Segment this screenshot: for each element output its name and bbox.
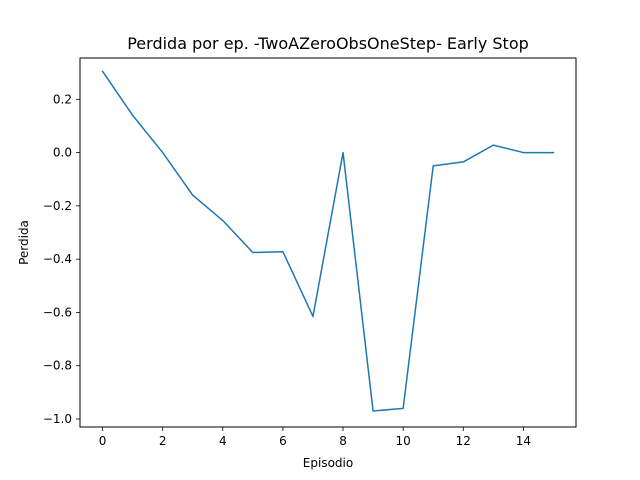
x-axis-label: Episodio [303,456,353,470]
plot-area: 0 2 4 6 8 10 12 14 0.2 0.0 −0.2 −0.4 −0.6 −0.8 −1.0 [43,70,555,448]
x-tick-label: 12 [456,434,471,448]
axes-frame [79,57,577,428]
x-tick-label: 8 [339,434,347,448]
x-tick-label: 14 [516,434,531,448]
y-tick-label: 0.2 [53,92,72,106]
series-line-0 [101,70,555,412]
y-tick-label: −0.8 [43,359,72,373]
y-tick-label: −1.0 [43,412,72,426]
x-tick-label: 0 [99,434,107,448]
chart-title: Perdida por ep. -TwoAZeroObsOneStep- Ear… [127,34,529,53]
y-axis-label: Perdida [17,220,31,265]
y-tick-label: −0.6 [43,305,72,319]
y-tick-label: −0.4 [43,252,72,266]
x-tick-label: 4 [219,434,227,448]
y-tick-label: 0.0 [53,146,72,160]
x-tick-label: 6 [279,434,287,448]
x-tick-label: 10 [396,434,411,448]
x-tick-label: 2 [159,434,167,448]
y-tick-label: −0.2 [43,199,72,213]
